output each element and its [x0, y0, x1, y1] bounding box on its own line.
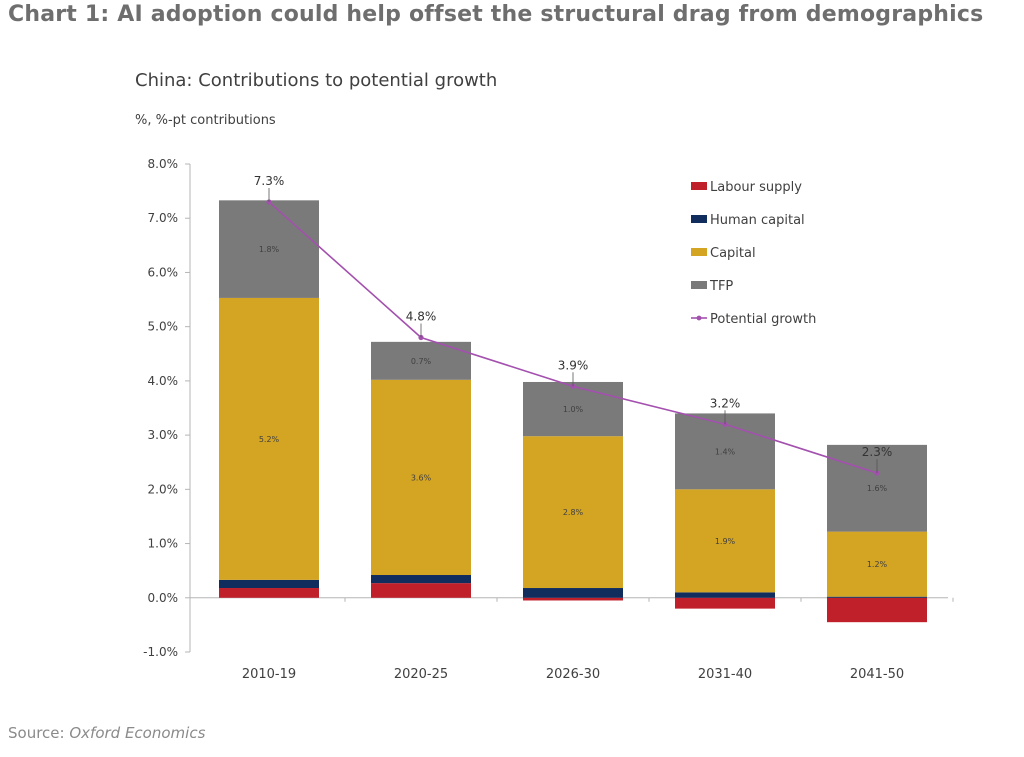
bar-segment-tfp	[523, 381, 623, 437]
bar-segment-capital	[675, 489, 775, 593]
chart-title: China: Contributions to potential growth	[135, 70, 497, 91]
legend: Labour supply Human capital Capital TFP Pote…	[691, 180, 816, 327]
potential-growth-line: 7.3% 4.8% 3.9% 3.2% 2.3%	[254, 174, 893, 476]
line-data-label: 3.2%	[710, 396, 741, 410]
segment-label: 5.2%	[259, 435, 280, 444]
legend-swatch	[691, 182, 707, 190]
x-tick-label: 2010-19	[242, 667, 296, 682]
y-tick-label: 2.0%	[148, 482, 179, 496]
legend-label: Labour supply	[710, 180, 802, 195]
bar-segment-human-capital	[219, 579, 319, 589]
segment-label: 2.8%	[563, 508, 584, 517]
line-data-label: 3.9%	[558, 358, 589, 372]
segment-label: 1.9%	[715, 537, 736, 546]
segment-label: 3.6%	[411, 473, 432, 482]
y-tick-label: 6.0%	[148, 265, 179, 279]
y-tick-label: 5.0%	[148, 320, 179, 334]
bar-segment-tfp	[219, 200, 319, 298]
y-tick-label: 8.0%	[148, 157, 179, 171]
bar-segment-labour-supply	[523, 597, 623, 601]
legend-line-marker	[696, 315, 702, 321]
line-data-label: 2.3%	[862, 445, 893, 459]
bar-segment-labour-supply	[371, 583, 471, 598]
legend-swatch	[691, 248, 707, 256]
bar-segment-capital	[827, 531, 927, 597]
bar-segment-capital	[371, 379, 471, 576]
y-tick-label: -1.0%	[143, 645, 178, 659]
y-tick-label: 0.0%	[148, 591, 179, 605]
bar-segment-human-capital	[827, 596, 927, 598]
bar-segment-human-capital	[675, 592, 775, 598]
y-tick-label: 1.0%	[148, 537, 179, 551]
legend-label: Human capital	[710, 213, 805, 228]
chart-subtitle: %, %-pt contributions	[135, 113, 276, 128]
source-note: Source: Oxford Economics	[8, 724, 205, 742]
segment-label: 1.4%	[715, 447, 736, 456]
bar-segment-labour-supply	[675, 597, 775, 609]
x-tick-label: 2041-50	[850, 667, 904, 682]
segment-label: 1.2%	[867, 560, 888, 569]
legend-label: TFP	[709, 279, 733, 294]
bar-segment-labour-supply	[219, 588, 319, 598]
bar-segment-human-capital	[523, 588, 623, 598]
y-tick-label: 4.0%	[148, 374, 179, 388]
legend-swatch	[691, 215, 707, 223]
bar-segment-capital	[219, 297, 319, 580]
segment-label: 1.6%	[867, 484, 888, 493]
y-tick-label: 3.0%	[148, 428, 179, 442]
x-tick-label: 2026-30	[546, 667, 600, 682]
legend-label: Potential growth	[710, 312, 816, 327]
segment-label: 0.7%	[411, 357, 432, 366]
y-tick-label: 7.0%	[148, 211, 179, 225]
segment-label: 1.8%	[259, 245, 280, 254]
stacked-bars: 5.2% 1.8% 3.6% 0.7% 2.8% 1.0% 1.9% 1.4% 1.2% 1.6%	[219, 200, 927, 623]
line-data-label: 7.3%	[254, 174, 285, 188]
source-label: Source:	[8, 724, 65, 742]
legend-label: Capital	[710, 246, 756, 261]
bar-segment-capital	[523, 436, 623, 589]
bar-segment-labour-supply	[827, 597, 927, 623]
line-data-label: 4.8%	[406, 310, 437, 324]
x-tick-label: 2031-40	[698, 667, 752, 682]
source-name: Oxford Economics	[69, 724, 206, 742]
bar-segment-human-capital	[371, 575, 471, 584]
figure-title: Chart 1: AI adoption could help offset t…	[8, 2, 984, 27]
x-tick-label: 2020-25	[394, 667, 448, 682]
segment-label: 1.0%	[563, 405, 584, 414]
y-axis: -1.0% 0.0% 1.0% 2.0% 3.0% 4.0% 5.0% 6.0% 7.0% 8.0…	[143, 157, 954, 682]
legend-swatch	[691, 281, 707, 289]
